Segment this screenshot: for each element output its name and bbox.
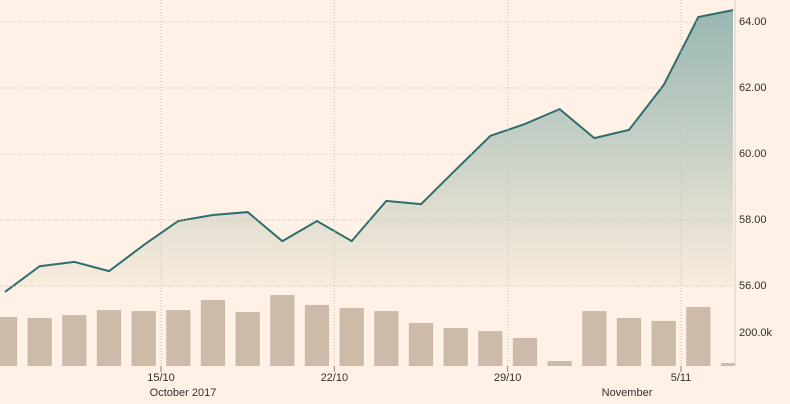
x-tick-label: 22/10 <box>321 372 349 384</box>
area <box>5 10 733 292</box>
volume-bar <box>339 307 364 366</box>
volume-bar <box>374 311 399 366</box>
y-tick-label: 58.00 <box>739 214 767 226</box>
volume-bar <box>235 312 260 366</box>
month-label: November <box>602 387 653 399</box>
volume-bar <box>547 361 572 366</box>
volume-bar <box>270 295 295 366</box>
volume-bar <box>443 328 468 366</box>
volume-bar <box>166 310 191 366</box>
volume-bar <box>408 322 434 366</box>
volume-bar <box>720 363 735 366</box>
volume-bar <box>0 316 18 366</box>
volume-bar <box>304 304 330 366</box>
volume-bar <box>27 317 52 366</box>
y-tick-label: 62.00 <box>739 82 767 94</box>
y-tick-label: 60.00 <box>739 148 767 160</box>
price-line <box>4 9 734 293</box>
y-tick-label: 64.00 <box>739 16 767 28</box>
month-label: October 2017 <box>150 387 217 399</box>
volume-bar <box>131 311 156 366</box>
x-tick-label: 15/10 <box>147 372 175 384</box>
volume-bar <box>512 337 538 366</box>
y-tick-label: 56.00 <box>739 280 767 292</box>
volume-bar <box>200 300 226 366</box>
volume-bar <box>62 315 87 366</box>
volume-bar <box>582 311 607 366</box>
x-tick-label: 5/11 <box>671 372 692 384</box>
plot-area <box>0 9 735 366</box>
x-tick-label: 29/10 <box>494 372 522 384</box>
volume-bar <box>96 310 122 366</box>
volume-bar <box>651 320 676 366</box>
volume-bar <box>478 331 503 366</box>
volume-bar <box>686 306 711 366</box>
y-tick-label: 200.0k <box>739 327 773 339</box>
volume-bar <box>616 317 642 366</box>
